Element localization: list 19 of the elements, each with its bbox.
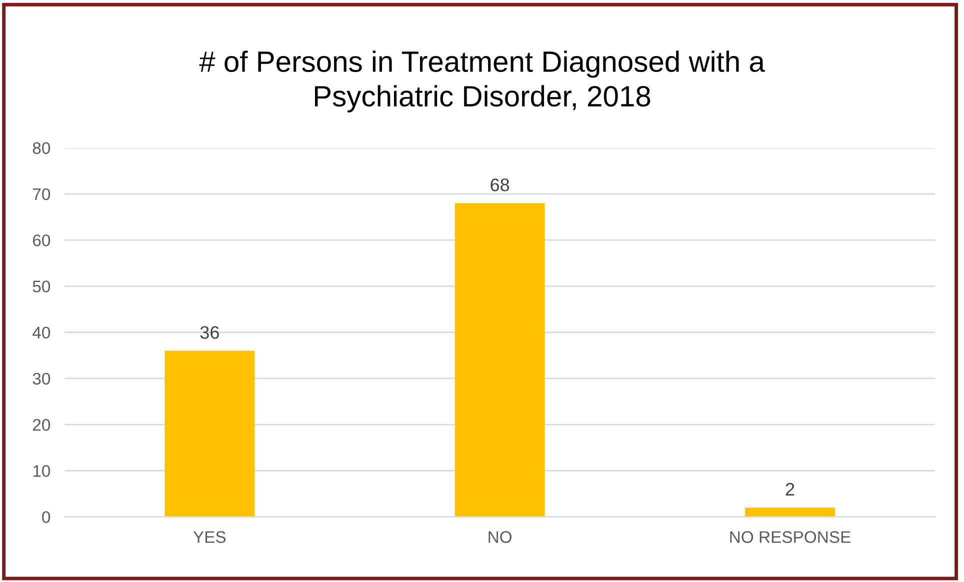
data-label: 36 [200,326,219,339]
bar [164,350,255,517]
y-tick-label: 10 [33,465,50,477]
y-tick-label: 40 [32,326,50,339]
bar [454,203,545,517]
y-tick-label: 0 [42,511,50,524]
y-tick-label: 70 [33,188,50,200]
data-label: 2 [786,482,794,496]
y-tick-label: 20 [33,418,50,431]
y-tick-label: 50 [32,280,50,292]
y-tick-label: 80 [32,142,50,154]
bar [745,508,835,517]
chart-title: # of Persons in Treatment Diagnosed with a Psychiatric Disorder, 2018 [199,50,765,112]
data-label: 68 [490,178,510,192]
x-tick-label: NO [488,531,512,543]
y-tick-label: 60 [33,234,50,246]
x-tick-label: YES [193,531,226,543]
y-tick-label: 30 [32,372,50,385]
x-tick-label: NO RESPONSE [730,531,850,543]
